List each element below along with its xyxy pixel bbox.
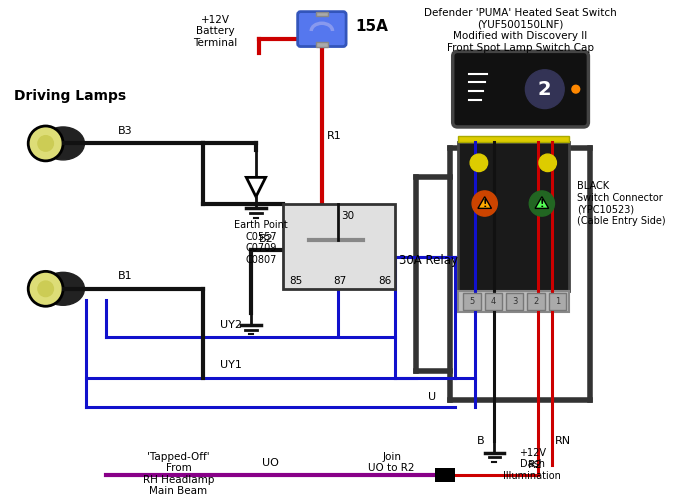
Text: (YUF500150LNF): (YUF500150LNF) (477, 19, 564, 29)
Text: Defender 'PUMA' Heated Seat Switch: Defender 'PUMA' Heated Seat Switch (424, 8, 617, 18)
Text: B3: B3 (117, 125, 132, 136)
Text: 2: 2 (538, 80, 552, 99)
Bar (435, 468, 455, 482)
Text: BLACK
Switch Connector
(YPC10523)
(Cable Entry Side): BLACK Switch Connector (YPC10523) (Cable… (577, 181, 666, 226)
Text: 85: 85 (289, 276, 303, 286)
Circle shape (28, 271, 63, 306)
Text: 86: 86 (378, 276, 391, 286)
Ellipse shape (42, 272, 85, 305)
Text: 'Tapped-Off'
From
RH Headlamp
Main Beam: 'Tapped-Off' From RH Headlamp Main Beam (143, 452, 214, 496)
Circle shape (539, 154, 557, 171)
Text: UO: UO (262, 458, 279, 468)
Circle shape (470, 154, 488, 171)
Circle shape (530, 191, 555, 216)
Text: 4: 4 (491, 297, 496, 306)
Text: Front Spot Lamp Switch Cap: Front Spot Lamp Switch Cap (447, 43, 594, 52)
Bar (506, 293, 523, 310)
Text: 15A: 15A (356, 19, 389, 34)
Text: 87: 87 (334, 276, 347, 286)
Bar (316, 12, 328, 17)
Text: UY1: UY1 (220, 360, 242, 370)
Polygon shape (246, 177, 266, 197)
Circle shape (38, 281, 53, 296)
Text: 2: 2 (534, 297, 539, 306)
Text: 30: 30 (341, 211, 355, 221)
Bar (457, 136, 569, 143)
Bar (283, 204, 395, 289)
Text: UY2: UY2 (220, 320, 242, 330)
Bar (457, 143, 569, 291)
Text: R1: R1 (327, 131, 341, 141)
Text: !: ! (482, 200, 487, 210)
Text: R2: R2 (528, 460, 543, 470)
Bar (457, 291, 569, 312)
Text: 5: 5 (469, 297, 475, 306)
Text: +12V
Dash
Illumination: +12V Dash Illumination (503, 448, 561, 481)
Ellipse shape (42, 127, 85, 160)
FancyBboxPatch shape (452, 51, 589, 127)
Text: !: ! (540, 200, 544, 210)
Circle shape (38, 136, 53, 151)
Circle shape (28, 126, 63, 161)
Polygon shape (478, 197, 491, 208)
Bar (549, 293, 566, 310)
Circle shape (572, 85, 579, 93)
Circle shape (472, 191, 498, 216)
Polygon shape (535, 197, 549, 208)
Bar (484, 293, 502, 310)
Text: 1: 1 (555, 297, 560, 306)
Text: B: B (477, 436, 484, 446)
Text: B2: B2 (259, 234, 273, 244)
Bar (464, 293, 481, 310)
Text: +12V
Battery
Terminal: +12V Battery Terminal (193, 15, 237, 48)
Bar (527, 293, 545, 310)
Text: Modified with Discovery II: Modified with Discovery II (453, 31, 588, 41)
Text: 3: 3 (512, 297, 518, 306)
Text: U: U (428, 392, 436, 402)
Text: Driving Lamps: Driving Lamps (14, 89, 126, 103)
Text: 30A Relay: 30A Relay (400, 254, 459, 267)
Circle shape (525, 70, 564, 108)
FancyBboxPatch shape (298, 12, 346, 46)
Text: Join
UO to R2: Join UO to R2 (369, 452, 415, 473)
Text: RN: RN (555, 436, 570, 446)
Bar (316, 42, 328, 46)
Text: Earth Point
C0557
C0709
C0807: Earth Point C0557 C0709 C0807 (234, 220, 288, 265)
Text: B1: B1 (117, 271, 132, 281)
